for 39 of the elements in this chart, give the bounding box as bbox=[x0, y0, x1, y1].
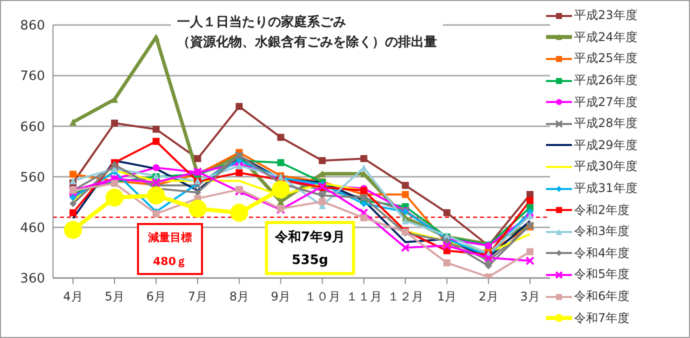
y-tick-label: 760 bbox=[20, 69, 45, 84]
x-tick-label: 4月 bbox=[63, 290, 83, 304]
legend-label: 平成23年度 bbox=[574, 7, 638, 24]
x-tick-label: 2月 bbox=[478, 290, 498, 304]
legend-label: 令和6年度 bbox=[574, 288, 630, 306]
legend-label: 平成28年度 bbox=[574, 115, 638, 132]
legend-label: 平成31年度 bbox=[574, 180, 638, 198]
legend-label: 平成26年度 bbox=[574, 72, 638, 90]
x-tick-label: １２月 bbox=[387, 290, 424, 304]
annotation: 480ｇ bbox=[152, 254, 188, 268]
legend-label: 令和7年度 bbox=[574, 310, 630, 327]
y-tick-label: 460 bbox=[20, 221, 45, 236]
x-tick-label: １１月 bbox=[346, 290, 382, 304]
annotation: 令和7年9月 bbox=[274, 228, 346, 246]
legend-label: 令和5年度 bbox=[574, 266, 630, 284]
x-tick-label: 5月 bbox=[104, 290, 124, 304]
legend-label: 令和4年度 bbox=[574, 244, 630, 262]
annotation: 減量目標 bbox=[147, 230, 193, 244]
legend-label: 平成24年度 bbox=[574, 28, 638, 46]
legend-label: 令和2年度 bbox=[574, 202, 630, 219]
x-tick-label: 1月 bbox=[437, 290, 457, 304]
text: （資源化物、水銀含有ごみを除く）の排出量 bbox=[177, 34, 437, 52]
chart-title: 一人１日当たりの家庭系ごみ bbox=[177, 14, 347, 32]
x-tick-label: 9月 bbox=[270, 290, 291, 304]
legend-label: 令和3年度 bbox=[574, 223, 630, 240]
y-tick-label: 560 bbox=[20, 170, 45, 186]
x-tick-label: 3月 bbox=[520, 290, 540, 304]
y-tick-label: 860 bbox=[20, 18, 45, 34]
annotation: 535g bbox=[290, 253, 330, 268]
x-tick-label: 6月 bbox=[146, 290, 166, 304]
x-tick-label: 8月 bbox=[229, 290, 249, 304]
legend-label: 平成27年度 bbox=[574, 94, 638, 111]
y-tick-label: 360 bbox=[20, 272, 45, 287]
legend-label: 平成25年度 bbox=[574, 50, 638, 68]
x-tick-label: １０月 bbox=[304, 290, 340, 304]
x-tick-label: 7月 bbox=[188, 290, 208, 304]
legend-label: 平成30年度 bbox=[574, 158, 638, 176]
y-tick-label: 660 bbox=[20, 120, 45, 135]
legend-label: 平成29年度 bbox=[574, 136, 638, 154]
